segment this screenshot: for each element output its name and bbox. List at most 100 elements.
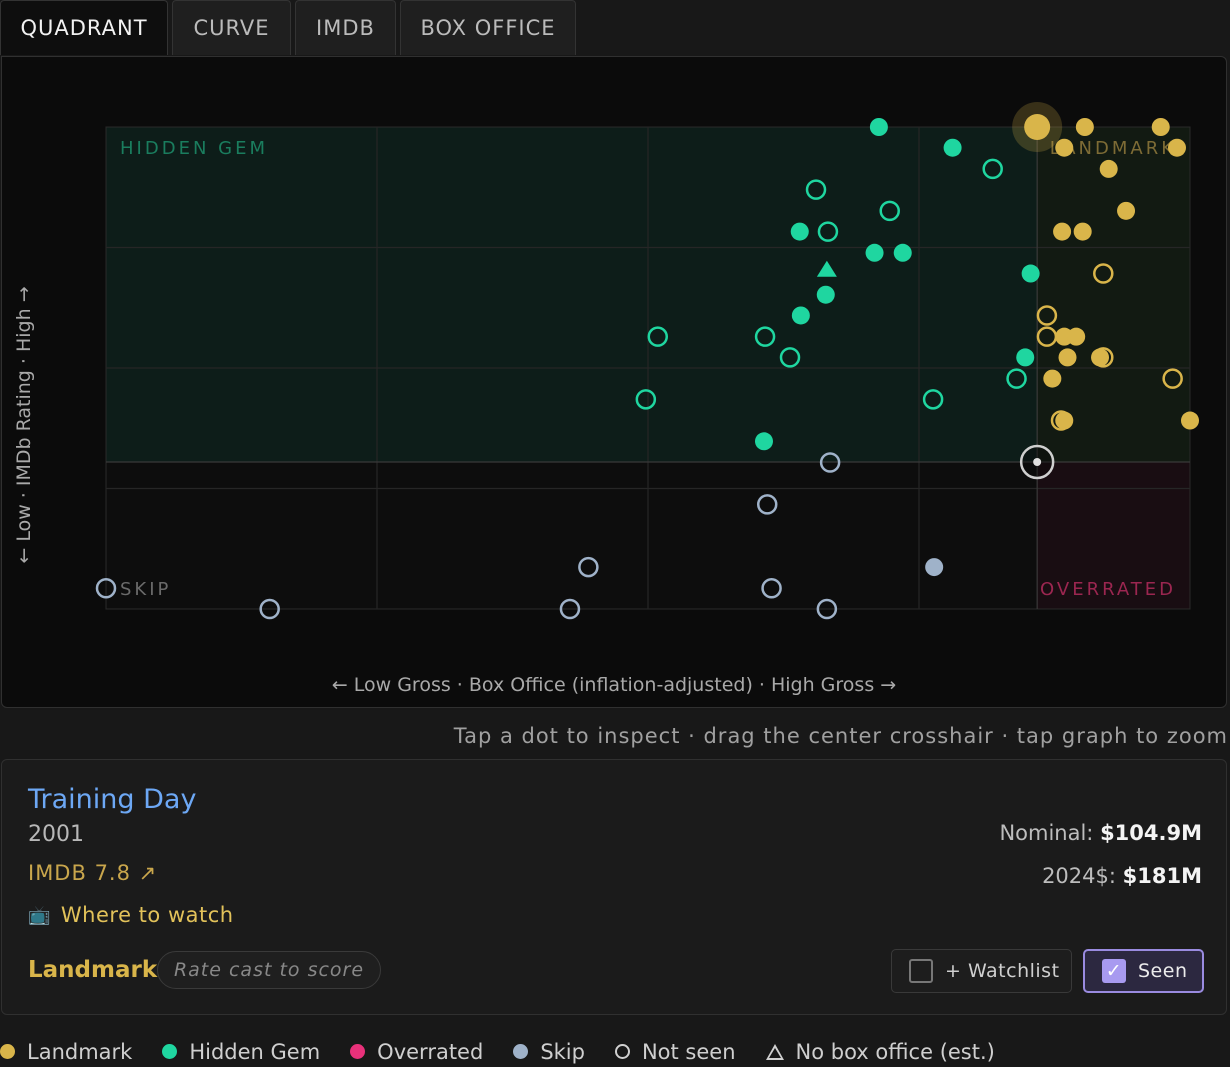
data-point-landmark-not-seen (1162, 368, 1183, 389)
data-point-landmark-not-seen (1093, 263, 1114, 284)
data-point-hidden-gem (816, 285, 835, 304)
verdict-label: Landmark (28, 957, 158, 983)
seen-button[interactable]: ✓ Seen (1083, 949, 1204, 993)
adjusted-value: $181M (1122, 864, 1202, 888)
skip-swatch (513, 1044, 529, 1059)
triangle-icon (765, 1043, 784, 1060)
quadrant-label-hidden-gem: HIDDEN GEM (120, 138, 268, 159)
skip-region (106, 461, 1038, 609)
legend-label: Hidden Gem (189, 1039, 321, 1064)
data-point-landmark (1053, 222, 1072, 241)
legend-skip: Skip (513, 1040, 585, 1064)
watchlist-checkbox[interactable] (909, 959, 933, 983)
rate-cast-button[interactable]: Rate cast to score (157, 951, 381, 989)
tab-quadrant[interactable]: QUADRANT (0, 0, 168, 55)
overrated-region (1037, 461, 1190, 609)
legend-landmark: Landmark (0, 1040, 132, 1064)
watchlist-button[interactable]: + Watchlist (891, 949, 1072, 993)
data-point-hidden-gem-not-seen (1006, 368, 1027, 389)
nominal-value: $104.9M (1100, 821, 1202, 845)
data-point-landmark (1181, 411, 1199, 430)
legend-hidden-gem: Hidden Gem (162, 1040, 320, 1064)
data-point-hidden-gem (1016, 348, 1035, 367)
data-point-landmark (1075, 118, 1094, 136)
quadrant-graph[interactable]: HIDDEN GEM LANDMARK SKIP OVERRATED ← Low · … (1, 56, 1227, 708)
where-to-watch-label: Where to watch (60, 903, 234, 927)
data-point-hidden-gem-not-seen (635, 389, 657, 410)
data-point-landmark (1099, 159, 1118, 178)
view-tabs: QUADRANT CURVE IMDB BOX OFFICE (0, 0, 580, 56)
data-point-hidden-gem-not-seen (817, 221, 839, 242)
data-point-skip-not-seen (95, 578, 117, 599)
data-point-landmark (1067, 327, 1086, 346)
seen-label: Seen (1138, 960, 1188, 982)
quadrant-label-landmark: LANDMARK (1050, 138, 1176, 159)
data-point-hidden-gem (754, 432, 773, 451)
nominal-gross: Nominal: $104.9M (999, 821, 1202, 845)
legend-label: No box office (est.) (795, 1039, 995, 1064)
legend: Landmark Hidden Gem Overrated Skip Not s… (0, 1036, 1025, 1067)
quadrant-label-skip: SKIP (120, 579, 171, 600)
imdb-link[interactable]: IMDB 7.8 ↗ (28, 861, 158, 885)
quadrant-chart[interactable]: HIDDEN GEM LANDMARK SKIP OVERRATED (2, 57, 1227, 708)
data-point-landmark (1151, 118, 1170, 136)
data-point-landmark (1058, 348, 1077, 367)
data-point-landmark (1024, 114, 1051, 140)
data-point-hidden-gem-not-seen (779, 347, 801, 368)
data-point-skip-not-seen (559, 598, 581, 620)
seen-checkbox[interactable]: ✓ (1102, 959, 1126, 983)
data-point-skip-not-seen (578, 556, 599, 578)
adjusted-gross: 2024$: $181M (1042, 864, 1202, 888)
adjusted-label: 2024$: (1042, 864, 1116, 888)
data-point-landmark (1091, 348, 1110, 367)
selected-marker-center (1033, 457, 1042, 466)
legend-label: Overrated (377, 1039, 484, 1064)
legend-not-seen: Not seen (614, 1039, 736, 1064)
overrated-swatch (350, 1044, 366, 1059)
legend-overrated: Overrated (350, 1040, 483, 1064)
hidden-gem-swatch (162, 1044, 178, 1059)
legend-label: Skip (540, 1039, 585, 1064)
y-axis-label: ← Low · IMDb Rating · High → (13, 286, 35, 564)
legend-label: Not seen (641, 1039, 736, 1064)
data-point-landmark (1167, 138, 1186, 157)
data-point-hidden-gem-not-seen (754, 326, 776, 347)
watchlist-label: + Watchlist (945, 960, 1060, 982)
data-point-hidden-gem (865, 243, 884, 262)
quadrant-label-overrated: OVERRATED (1040, 579, 1176, 600)
data-point-skip-not-seen (819, 452, 841, 473)
x-axis-label: ← Low Gross · Box Office (inflation-adju… (331, 674, 897, 696)
movie-title[interactable]: Training Day (28, 784, 197, 815)
landmark-swatch (0, 1044, 15, 1059)
graph-hint: Tap a dot to inspect · drag the center c… (453, 724, 1228, 748)
data-point-hidden-gem (790, 222, 809, 241)
data-point-landmark (1043, 369, 1062, 388)
tab-imdb[interactable]: IMDB (295, 0, 396, 55)
data-point-hidden-gem-not-seen (982, 158, 1003, 180)
movie-year: 2001 (28, 822, 84, 847)
data-point-skip-not-seen (761, 578, 782, 599)
where-to-watch-link[interactable]: 📺 Where to watch (28, 903, 234, 927)
data-point-landmark-not-seen (1050, 410, 1072, 431)
data-point-landmark (1073, 222, 1092, 241)
tv-icon: 📺 (28, 904, 51, 926)
data-point-landmark (1117, 201, 1136, 220)
data-point-landmark-not-seen (1036, 305, 1058, 326)
data-point-hidden-gem-not-seen (647, 326, 669, 347)
data-point-hidden-gem-estimated (816, 260, 837, 277)
data-point-hidden-gem (943, 138, 962, 157)
movie-detail-card: Training Day 2001 IMDB 7.8 ↗ 📺 Where to … (1, 759, 1227, 1015)
data-point-hidden-gem (1021, 264, 1040, 283)
legend-no-box-office: No box office (est.) (765, 1039, 995, 1064)
data-point-skip (925, 558, 944, 577)
data-point-skip-not-seen (756, 494, 778, 515)
tab-box-office[interactable]: BOX OFFICE (400, 0, 576, 55)
data-point-hidden-gem (791, 306, 810, 325)
landmark-region (1037, 127, 1190, 462)
data-point-skip-not-seen (259, 598, 280, 620)
tab-curve[interactable]: CURVE (172, 0, 291, 55)
ring-icon (614, 1044, 630, 1059)
data-point-landmark (1055, 138, 1074, 157)
data-point-hidden-gem (869, 118, 888, 136)
data-point-hidden-gem-not-seen (922, 389, 944, 410)
